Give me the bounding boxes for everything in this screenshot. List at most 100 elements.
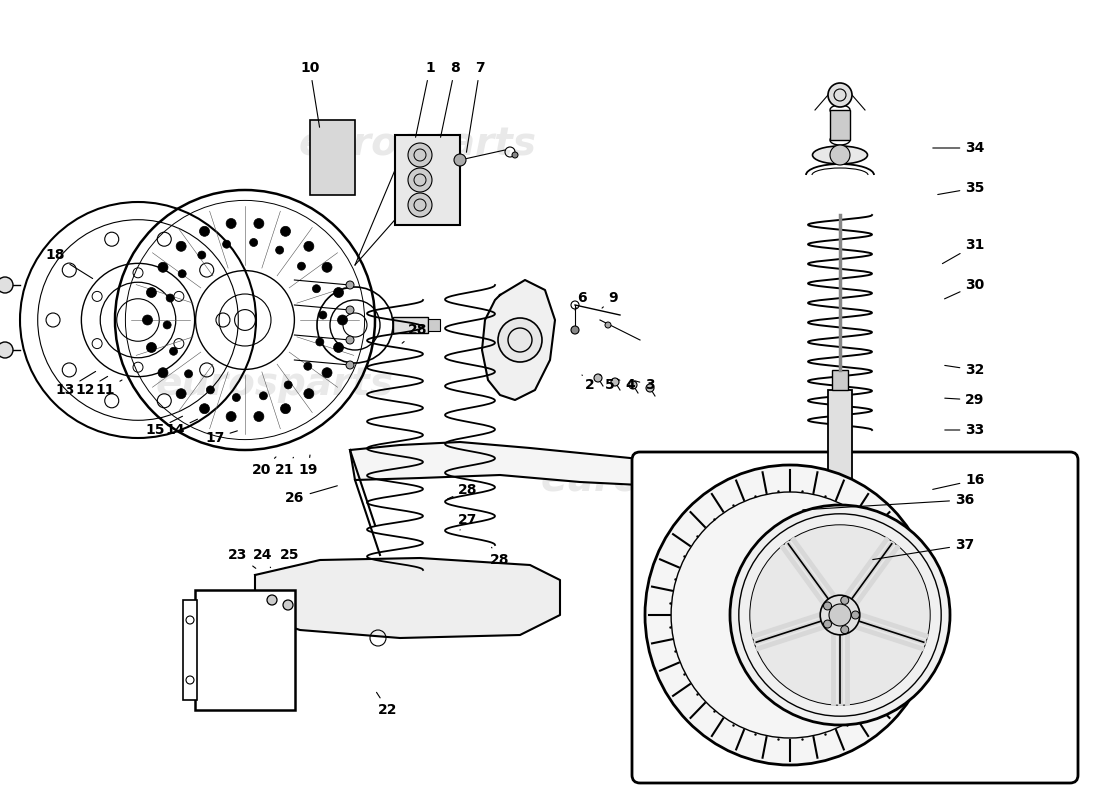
- Circle shape: [828, 83, 852, 107]
- Circle shape: [207, 386, 215, 394]
- Text: 5: 5: [600, 375, 615, 392]
- Circle shape: [408, 168, 432, 192]
- Text: 37: 37: [872, 538, 975, 559]
- Bar: [395, 135, 460, 225]
- Circle shape: [610, 378, 619, 386]
- Circle shape: [333, 342, 343, 353]
- Circle shape: [185, 370, 192, 378]
- Circle shape: [498, 318, 542, 362]
- Circle shape: [824, 602, 832, 610]
- Circle shape: [267, 595, 277, 605]
- Circle shape: [346, 306, 354, 314]
- Text: 22: 22: [376, 692, 398, 717]
- Text: 27: 27: [459, 513, 477, 530]
- Ellipse shape: [813, 146, 868, 164]
- Circle shape: [276, 246, 284, 254]
- Circle shape: [199, 404, 209, 414]
- Text: 25: 25: [280, 548, 299, 568]
- Bar: [828, 390, 852, 510]
- Circle shape: [176, 389, 186, 398]
- Text: 8: 8: [441, 61, 460, 138]
- Circle shape: [0, 277, 13, 293]
- Circle shape: [304, 242, 313, 251]
- Text: 31: 31: [943, 238, 984, 264]
- Text: 34: 34: [933, 141, 984, 155]
- Circle shape: [146, 342, 156, 353]
- Text: 14: 14: [165, 419, 198, 437]
- Bar: [832, 370, 848, 390]
- Circle shape: [297, 262, 306, 270]
- Circle shape: [283, 600, 293, 610]
- Bar: [310, 120, 355, 195]
- Circle shape: [254, 411, 264, 422]
- Text: 13: 13: [55, 371, 96, 397]
- Text: 2: 2: [582, 375, 595, 392]
- Text: 20: 20: [252, 457, 276, 477]
- Text: 35: 35: [937, 181, 984, 195]
- Circle shape: [840, 596, 849, 604]
- Circle shape: [158, 262, 168, 272]
- Circle shape: [829, 604, 851, 626]
- Text: 30: 30: [945, 278, 984, 299]
- Circle shape: [250, 238, 257, 246]
- Text: eurosparts: eurosparts: [541, 461, 779, 499]
- Text: 21: 21: [275, 458, 295, 477]
- Circle shape: [830, 145, 850, 165]
- Text: eurosparts: eurosparts: [156, 365, 394, 403]
- Circle shape: [822, 492, 858, 528]
- Circle shape: [199, 226, 209, 236]
- Text: 3: 3: [635, 378, 654, 392]
- Text: 18: 18: [45, 248, 92, 278]
- Text: 11: 11: [96, 380, 122, 397]
- Circle shape: [454, 154, 466, 166]
- Text: 32: 32: [945, 363, 984, 377]
- Circle shape: [840, 626, 849, 634]
- Circle shape: [750, 525, 931, 706]
- Text: 10: 10: [300, 61, 320, 127]
- Circle shape: [198, 251, 206, 259]
- Circle shape: [146, 287, 156, 298]
- Text: 15: 15: [145, 416, 183, 437]
- Text: 6: 6: [575, 291, 586, 310]
- Bar: [195, 590, 295, 710]
- Circle shape: [594, 374, 602, 382]
- Circle shape: [338, 315, 348, 325]
- Circle shape: [143, 315, 153, 325]
- Circle shape: [178, 270, 186, 278]
- Circle shape: [158, 368, 168, 378]
- Circle shape: [571, 326, 579, 334]
- Circle shape: [346, 361, 354, 369]
- Circle shape: [0, 342, 13, 358]
- Bar: [428, 319, 440, 331]
- Text: 36: 36: [803, 493, 975, 510]
- Bar: [393, 317, 428, 333]
- Circle shape: [629, 381, 637, 389]
- Text: 17: 17: [206, 431, 238, 445]
- Circle shape: [322, 368, 332, 378]
- Circle shape: [851, 611, 859, 619]
- Circle shape: [730, 505, 950, 725]
- Text: 1: 1: [416, 61, 434, 138]
- Circle shape: [312, 285, 320, 293]
- Circle shape: [408, 193, 432, 217]
- Circle shape: [346, 336, 354, 344]
- Text: 29: 29: [945, 393, 984, 407]
- Text: 26: 26: [285, 486, 338, 505]
- Text: 33: 33: [945, 423, 984, 437]
- FancyBboxPatch shape: [632, 452, 1078, 783]
- Circle shape: [322, 262, 332, 272]
- Text: 28: 28: [491, 547, 509, 567]
- Circle shape: [254, 218, 264, 229]
- Text: 28: 28: [448, 483, 477, 499]
- Circle shape: [222, 240, 231, 248]
- Text: eurosparts: eurosparts: [299, 125, 537, 163]
- Polygon shape: [482, 280, 556, 400]
- Polygon shape: [350, 442, 660, 485]
- Circle shape: [304, 389, 313, 398]
- Circle shape: [232, 394, 241, 402]
- Text: 28: 28: [403, 323, 428, 343]
- Circle shape: [176, 242, 186, 251]
- Circle shape: [605, 322, 610, 328]
- Polygon shape: [255, 558, 560, 638]
- Circle shape: [304, 362, 311, 370]
